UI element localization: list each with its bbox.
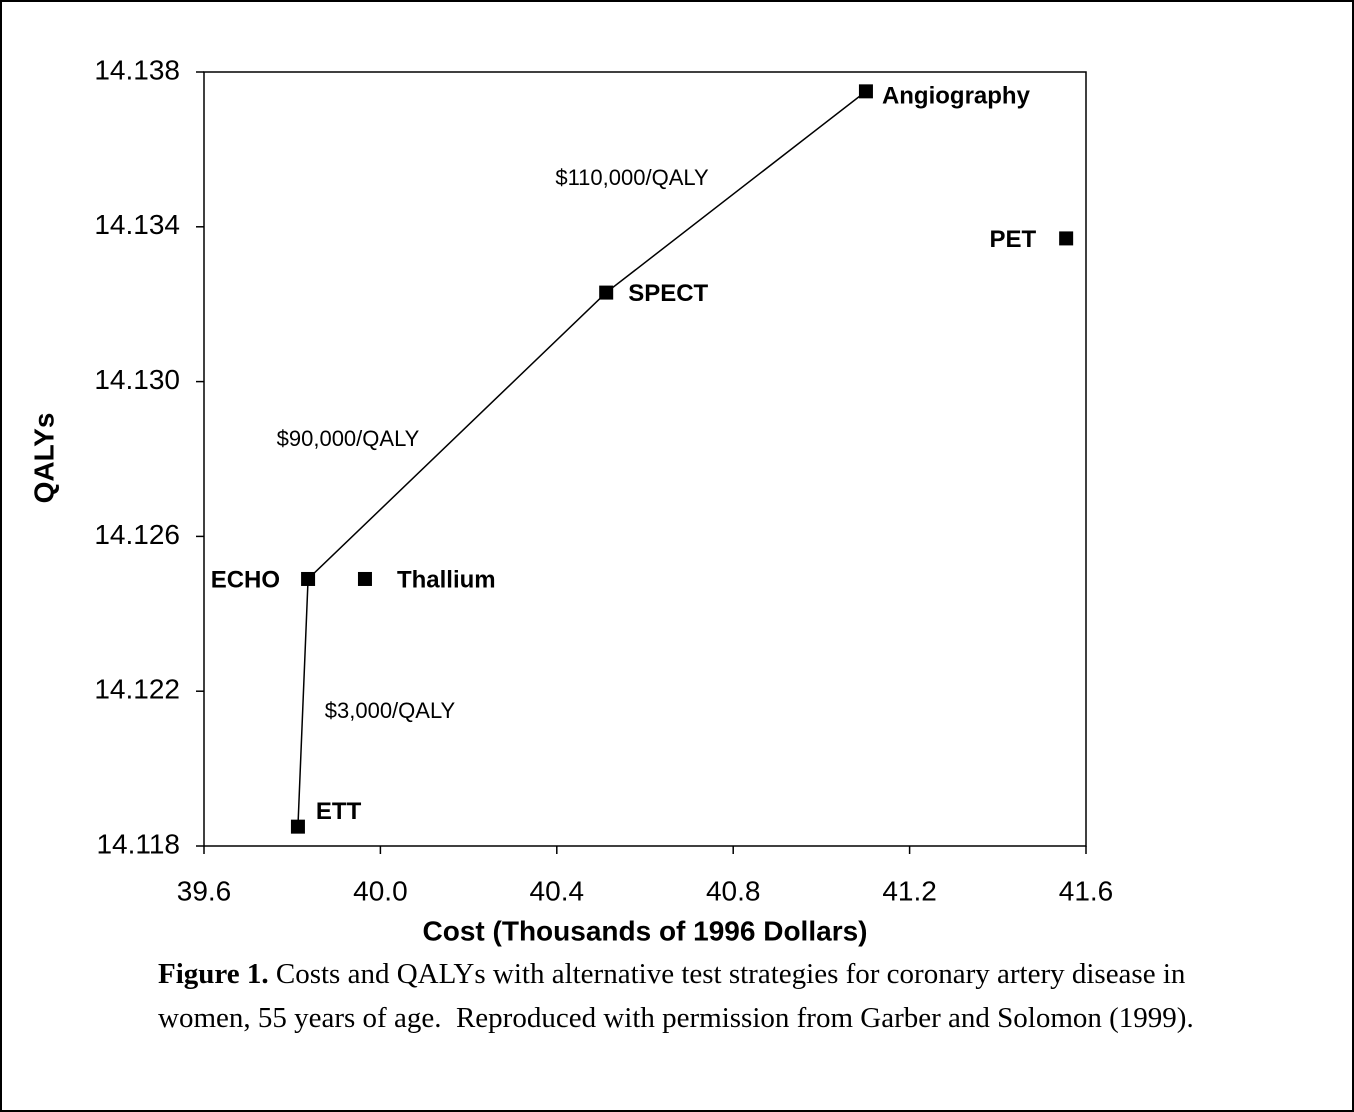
caption-text: Costs and QALYs with alternative test st… (158, 958, 1194, 1034)
caption: Figure 1. Costs and QALYs with alternati… (158, 952, 1248, 1040)
y-tick-label: 14.130 (94, 364, 180, 395)
x-tick-label: 39.6 (177, 875, 232, 906)
point-label: ECHO (211, 566, 280, 593)
point (599, 285, 614, 300)
x-tick-label: 40.0 (353, 875, 408, 906)
x-tick-label: 41.6 (1059, 875, 1114, 906)
point (301, 571, 316, 586)
y-tick-label: 14.122 (94, 674, 180, 705)
x-axis-title: Cost (Thousands of 1996 Dollars) (423, 915, 868, 946)
annotation: $110,000/QALY (555, 165, 709, 190)
point-label: Thallium (397, 566, 496, 593)
x-tick-label: 40.8 (706, 875, 761, 906)
y-tick-label: 14.126 (94, 519, 180, 550)
y-tick-label: 14.118 (96, 828, 180, 859)
point (1059, 231, 1074, 246)
x-tick-label: 41.2 (882, 875, 937, 906)
point (858, 84, 873, 99)
point-label: ETT (316, 798, 362, 825)
x-tick-label: 40.4 (530, 875, 585, 906)
y-axis-title: QALYs (28, 413, 59, 504)
frontier-line (297, 90, 867, 827)
point-label: SPECT (628, 280, 708, 307)
annotation: $90,000/QALY (277, 426, 420, 451)
point (357, 571, 372, 586)
point-label: PET (989, 226, 1036, 253)
caption-label: Figure 1. (158, 958, 269, 990)
plot-area (203, 71, 1087, 847)
annotation: $3,000/QALY (325, 698, 456, 723)
y-tick-label: 14.138 (94, 54, 180, 85)
point (290, 819, 305, 834)
point-label: Angiography (882, 83, 1031, 110)
y-tick-label: 14.134 (94, 209, 180, 240)
